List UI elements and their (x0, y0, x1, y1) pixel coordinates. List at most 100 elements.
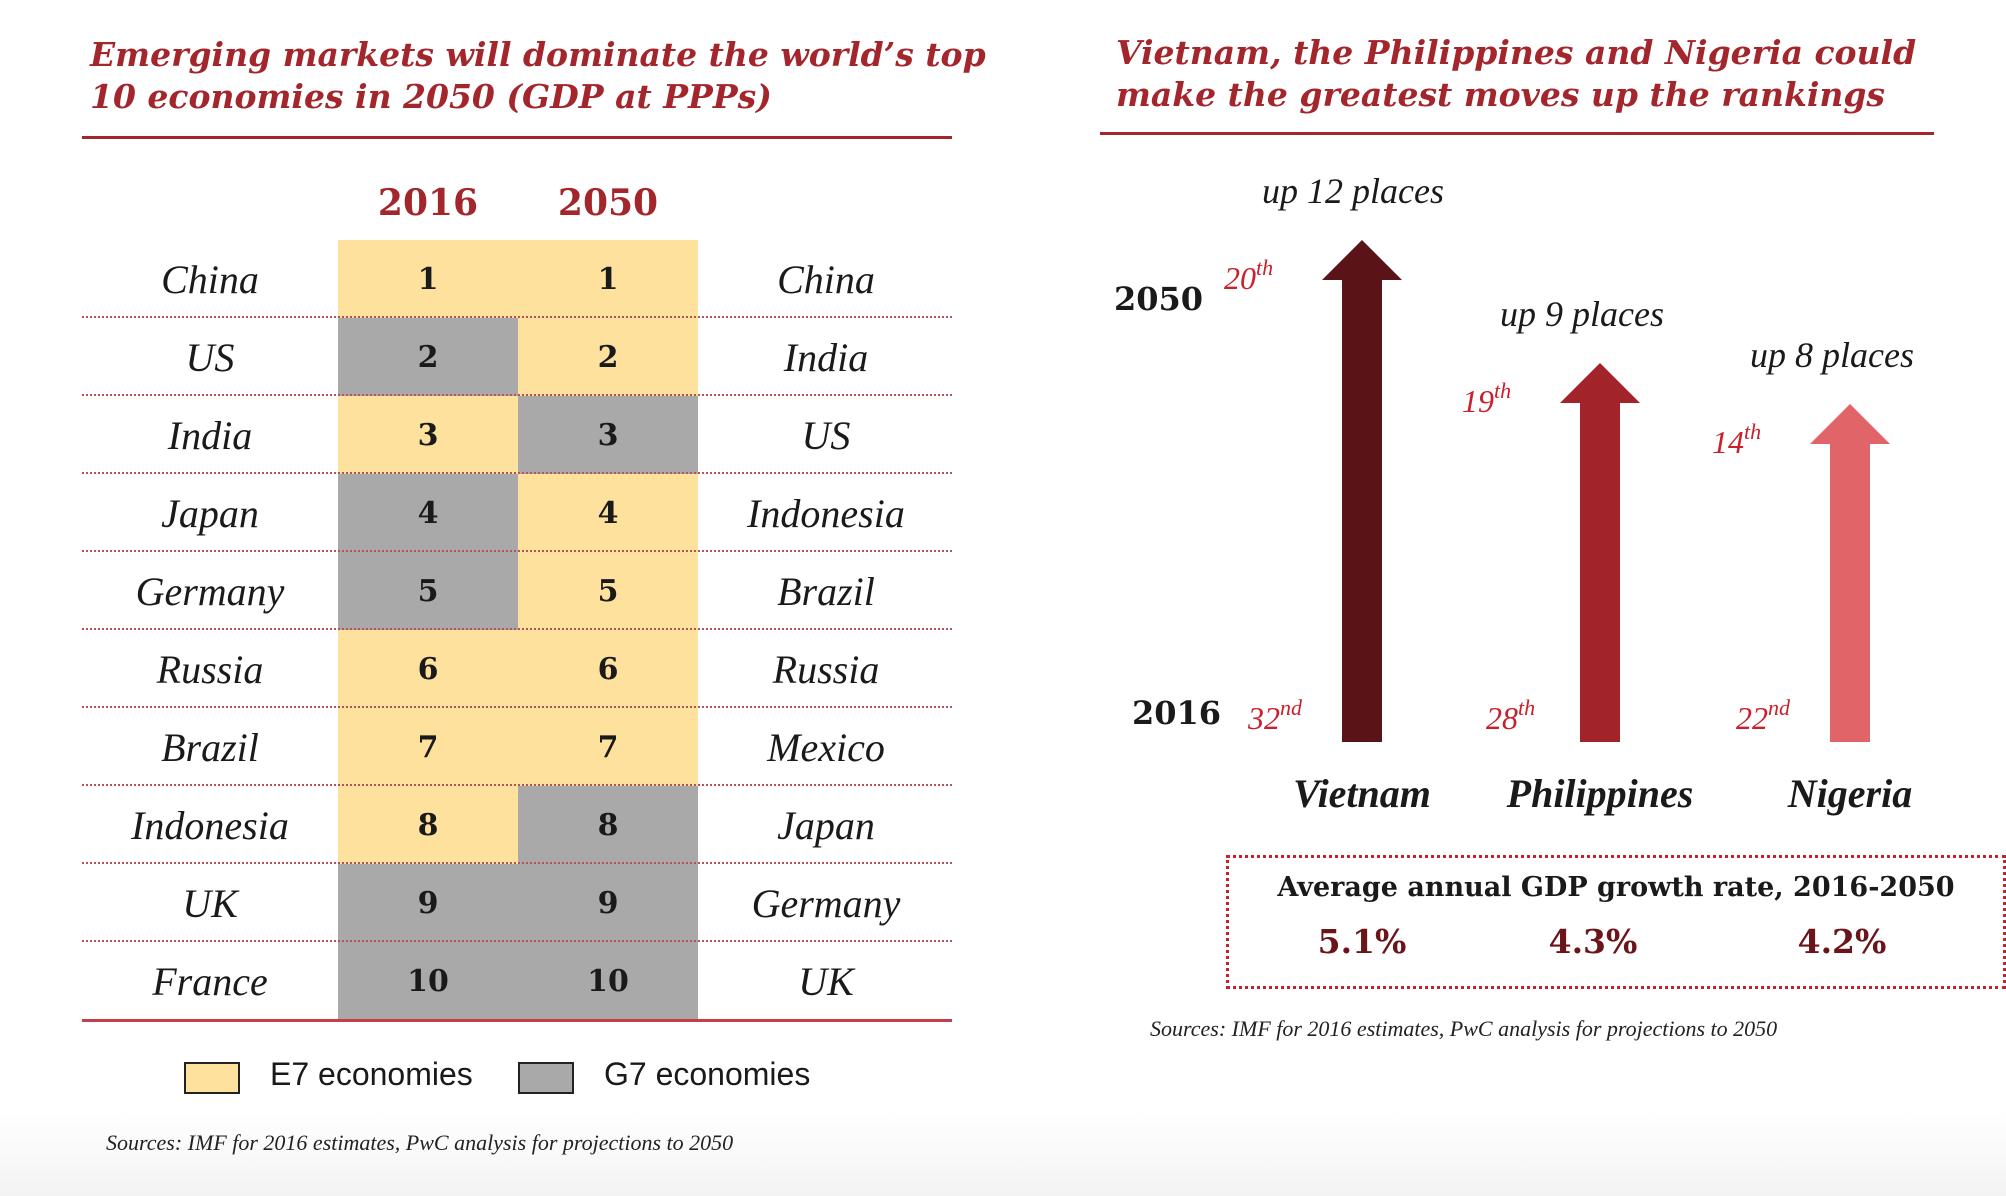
column-header-2050: 2050 (557, 182, 659, 224)
left-title: Emerging markets will dominate the world… (90, 34, 990, 118)
rank-2016-suffix: nd (1280, 695, 1302, 720)
country-2050: India (783, 334, 869, 380)
rank-2016-label-philippines: 28th (1486, 697, 1535, 737)
country-2050: Russia (772, 646, 880, 692)
row-separator (82, 706, 952, 708)
rank-2050-suffix: th (1744, 419, 1762, 444)
table-row: Indonesia 8 8 Japan (82, 786, 952, 864)
rank-2050: 7 (518, 708, 698, 786)
growth-rate-nigeria: 4.2% (1797, 922, 1887, 961)
rank-2016: 7 (338, 708, 518, 786)
rank-2016-number: 32 (1248, 700, 1280, 736)
rank-2016-label-nigeria: 22nd (1736, 697, 1790, 737)
country-2016: Russia (156, 646, 264, 692)
arrow-head-nigeria (1810, 404, 1890, 444)
rank-2050: 5 (518, 552, 698, 630)
arrow-head-vietnam (1322, 240, 1402, 280)
country-2050: Japan (777, 802, 875, 848)
mover-country-nigeria: Nigeria (1787, 771, 1913, 816)
country-2016: Indonesia (131, 802, 289, 848)
rank-2016: 6 (338, 630, 518, 708)
right-source-note: Sources: IMF for 2016 estimates, PwC ana… (1150, 1016, 1778, 1041)
legend-swatch-g7 (518, 1062, 574, 1094)
rank-2016: 2 (338, 318, 518, 396)
country-2050: Mexico (767, 724, 885, 770)
arrow-head-philippines (1560, 363, 1640, 403)
rank-2050: 8 (518, 786, 698, 864)
table-row: UK 9 9 Germany (82, 864, 952, 942)
country-2016: France (152, 958, 268, 1004)
table-row: Japan 4 4 Indonesia (82, 474, 952, 552)
row-separator (82, 940, 952, 942)
axis-label-2050: 2050 (1114, 280, 1204, 318)
growth-rate-title: Average annual GDP growth rate, 2016-205… (1277, 872, 1955, 903)
arrow-shaft-nigeria (1830, 443, 1870, 742)
arrow-shaft-vietnam (1342, 279, 1382, 742)
rank-2016: 8 (338, 786, 518, 864)
row-separator (82, 1019, 952, 1022)
column-header-2016: 2016 (377, 182, 479, 224)
table-row: Russia 6 6 Russia (82, 630, 952, 708)
rank-2050: 10 (518, 942, 698, 1020)
growth-rate-philippines: 4.3% (1548, 922, 1638, 961)
table-row: China 1 1 China (82, 240, 952, 318)
rank-2016: 3 (338, 396, 518, 474)
table-row: Brazil 7 7 Mexico (82, 708, 952, 786)
table-row: US 2 2 India (82, 318, 952, 396)
rank-2016-suffix: th (1518, 695, 1536, 720)
country-2016: UK (182, 880, 238, 926)
table-row: Germany 5 5 Brazil (82, 552, 952, 630)
arrow-shaft-philippines (1580, 402, 1620, 742)
rank-2016-number: 22 (1736, 700, 1768, 736)
rank-2050-number: 20 (1224, 260, 1256, 296)
table-row: India 3 3 US (82, 396, 952, 474)
right-title-line1: Vietnam, the Philippines and Nigeria cou… (1116, 33, 1917, 72)
rank-2050-suffix: th (1494, 378, 1512, 403)
growth-rate-vietnam: 5.1% (1317, 922, 1407, 961)
left-title-line1: Emerging markets will dominate the world… (90, 35, 986, 74)
country-2050: Indonesia (747, 490, 905, 536)
rank-2050-suffix: th (1256, 255, 1274, 280)
left-title-line2: 10 economies in 2050 (GDP at PPPs) (90, 77, 772, 116)
legend-label-e7: E7 economies (270, 1056, 473, 1092)
table-row: France 10 10 UK (82, 942, 952, 1022)
right-title-rule (1100, 132, 1934, 135)
rank-2016: 9 (338, 864, 518, 942)
rank-2016: 4 (338, 474, 518, 552)
legend-swatch-e7 (184, 1062, 240, 1094)
axis-label-2016: 2016 (1132, 694, 1222, 732)
rank-2016-suffix: nd (1768, 695, 1790, 720)
rank-2016: 10 (338, 942, 518, 1020)
rank-2016: 1 (338, 240, 518, 318)
country-2050: China (777, 256, 875, 302)
places-up-label-vietnam: up 12 places (1262, 171, 1444, 211)
rank-2050-label-vietnam: 20th (1224, 257, 1273, 297)
rank-2050: 2 (518, 318, 698, 396)
country-2016: China (161, 256, 259, 302)
row-separator (82, 628, 952, 630)
growth-rate-box: Average annual GDP growth rate, 2016-205… (1226, 855, 2006, 989)
country-2016: Japan (161, 490, 259, 536)
rank-2050: 6 (518, 630, 698, 708)
legend-label-g7: G7 economies (604, 1056, 811, 1092)
country-2050: Brazil (777, 568, 875, 614)
places-up-label-nigeria: up 8 places (1750, 335, 1914, 375)
row-separator (82, 316, 952, 318)
country-2050: UK (798, 958, 854, 1004)
country-2016: Germany (135, 568, 285, 614)
country-2050: Germany (751, 880, 901, 926)
country-2016: Brazil (161, 724, 259, 770)
rank-2050-number: 14 (1712, 424, 1744, 460)
row-separator (82, 472, 952, 474)
country-2050: US (801, 412, 851, 458)
rank-2016: 5 (338, 552, 518, 630)
rank-2050: 9 (518, 864, 698, 942)
rank-2016-number: 28 (1486, 700, 1518, 736)
rank-2050: 3 (518, 396, 698, 474)
left-title-rule (82, 136, 952, 139)
row-separator (82, 394, 952, 396)
row-separator (82, 784, 952, 786)
row-separator (82, 550, 952, 552)
rank-2050-label-philippines: 19th (1462, 380, 1511, 420)
